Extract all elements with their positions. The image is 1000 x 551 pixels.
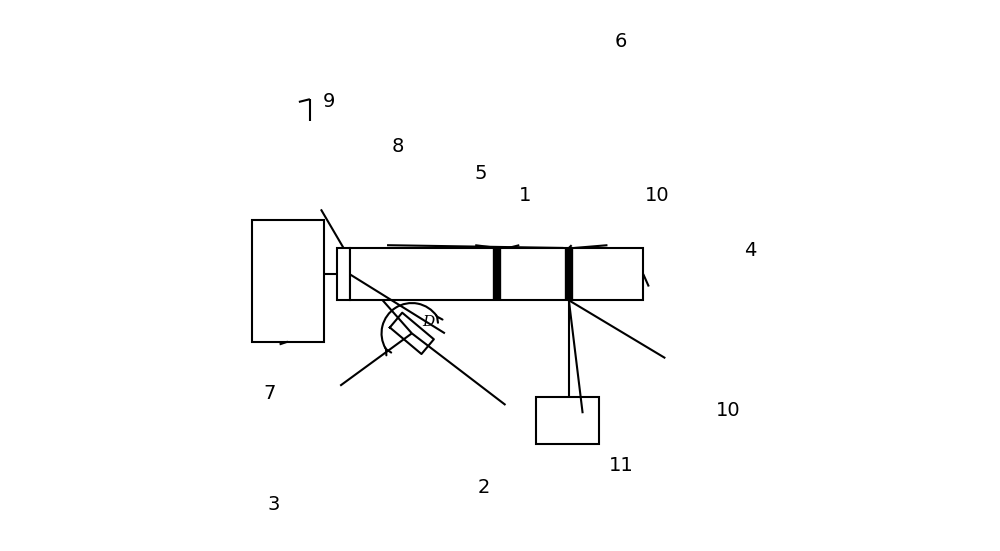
Text: 2: 2 <box>477 478 490 497</box>
Bar <box>337 248 350 300</box>
Bar <box>536 397 599 444</box>
Bar <box>252 220 324 342</box>
Text: 4: 4 <box>745 241 757 260</box>
Text: 10: 10 <box>645 186 669 205</box>
Text: 5: 5 <box>474 164 487 183</box>
Bar <box>350 248 643 300</box>
Text: 10: 10 <box>716 401 741 420</box>
Text: 1: 1 <box>519 186 531 205</box>
Text: 6: 6 <box>615 32 627 51</box>
Text: D: D <box>422 315 434 329</box>
Text: 3: 3 <box>268 495 280 514</box>
Text: 11: 11 <box>609 456 634 475</box>
Text: 9: 9 <box>323 93 335 111</box>
Text: 8: 8 <box>392 137 404 155</box>
Text: 7: 7 <box>263 385 276 403</box>
